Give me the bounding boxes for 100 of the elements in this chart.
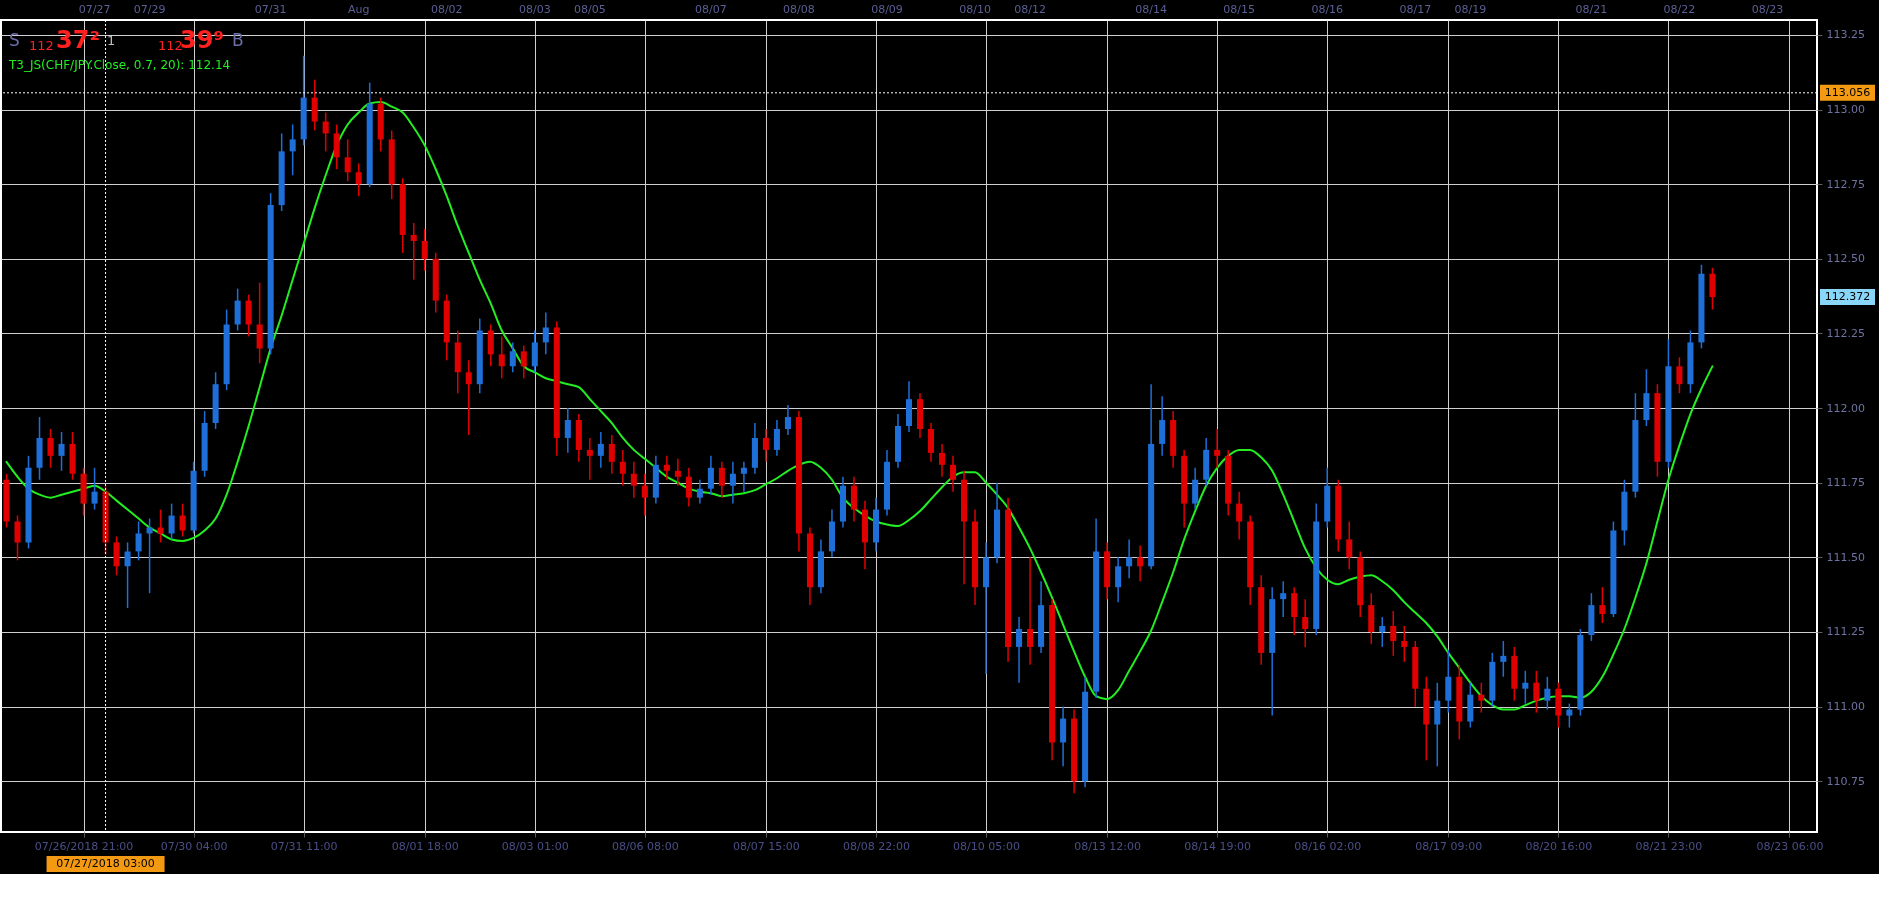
ref-line-label: 113.056: [1824, 85, 1871, 99]
x-tick-label: 08/20 16:00: [1525, 839, 1593, 853]
y-tick-label: 111.00: [1826, 700, 1865, 714]
candlestick: [850, 476, 857, 523]
text: 07/27: [78, 3, 111, 16]
candlestick: [344, 138, 351, 182]
candlestick: [234, 287, 241, 332]
candlestick: [1060, 705, 1067, 768]
text: 08/12: [1014, 3, 1046, 16]
text: 08/03: [518, 3, 551, 16]
candlestick: [696, 478, 703, 505]
candlestick: [1126, 538, 1133, 579]
annotation: 112: [158, 38, 183, 53]
candlestick: [124, 541, 131, 609]
y-tick-label: 112.75: [1826, 177, 1865, 191]
candlestick: [608, 434, 615, 475]
text: 08/23: [1751, 3, 1784, 16]
x-tick-label: 07/26/2018 21:00: [34, 839, 134, 853]
candlestick: [762, 428, 769, 463]
y-tick-label: 112.25: [1826, 326, 1865, 340]
candlestick: [322, 111, 329, 153]
candlestick: [520, 344, 527, 379]
candlestick: [91, 467, 98, 511]
candlestick: [1379, 616, 1386, 648]
candlestick: [58, 431, 65, 472]
candlestick: [289, 123, 296, 176]
line-series: [5, 101, 1714, 711]
y-tick-label: 113.00: [1826, 103, 1865, 117]
candlestick: [1280, 580, 1287, 618]
y-tick-label: 112.00: [1826, 401, 1865, 415]
candlestick: [1192, 467, 1199, 511]
candlestick: [1302, 598, 1309, 648]
text: 07/29: [133, 3, 166, 16]
x-tick-label: 08/01 18:00: [391, 839, 459, 853]
text: 112.372: [1824, 290, 1871, 304]
candlestick: [311, 78, 318, 132]
text: 07/31: [254, 3, 287, 16]
text: 08/09: [871, 3, 903, 16]
annotation: B: [232, 30, 244, 50]
candlestick: [1390, 610, 1397, 657]
candlestick: [168, 502, 175, 541]
candlestick: [47, 428, 54, 469]
text: 08/02: [430, 3, 463, 16]
candlestick: [135, 520, 142, 562]
x-tick-label: 08/13 12:00: [1074, 839, 1142, 853]
candlestick: [1478, 681, 1485, 714]
candlestick: [1236, 490, 1243, 541]
candlestick: [938, 443, 946, 478]
candlestick: [564, 407, 571, 454]
candlestick: [498, 335, 505, 379]
text: 08/21: [1575, 3, 1608, 16]
candlestick: [1566, 702, 1573, 729]
candlestick: [773, 419, 780, 457]
candlestick: [1401, 625, 1408, 663]
candlestick: [1522, 670, 1529, 705]
candlestick: [1434, 681, 1441, 768]
text: Aug: [347, 3, 370, 16]
candlestick: [542, 311, 549, 356]
candlestick: [355, 162, 362, 197]
candlestick: [1137, 544, 1144, 582]
candlestick: [950, 455, 957, 493]
x-tick-label: 07/27/2018 03:00: [56, 857, 155, 870]
text: 08/05: [573, 3, 606, 16]
candlestick: [1544, 676, 1551, 711]
annotation: 1: [107, 33, 116, 48]
x-tick-label: 08/16 02:00: [1294, 839, 1362, 853]
candlestick: [1599, 586, 1606, 624]
text: 08/10: [959, 3, 991, 16]
x-tick-label: 08/14 19:00: [1184, 839, 1252, 853]
candlestick: [1115, 556, 1122, 603]
candlestick: [1346, 520, 1353, 571]
candlestick: [1533, 670, 1540, 714]
x-tick-label: 08/07 15:00: [732, 839, 800, 853]
candlestick: [718, 461, 725, 499]
candlestick: [14, 514, 21, 562]
candlestick: [784, 404, 791, 436]
text: 08/08: [783, 3, 815, 16]
text: 08/15: [1223, 3, 1256, 16]
candlestick: [641, 473, 648, 517]
candlestick: [1159, 395, 1166, 457]
text: 08/22: [1663, 3, 1696, 16]
candlestick: [663, 455, 670, 481]
y-tick-label: 113.25: [1826, 28, 1865, 42]
candlestick: [1291, 586, 1298, 636]
candlestick: [245, 293, 252, 338]
candlestick: [113, 535, 120, 577]
x-tick-label: 08/10 05:00: [953, 839, 1020, 853]
candlestick: [597, 431, 604, 469]
y-tick-label: 111.50: [1826, 550, 1865, 564]
x-tick-label: 08/06 08:00: [611, 839, 679, 853]
candlestick: [509, 341, 516, 374]
candlestick: [1445, 649, 1452, 714]
candlestick: [674, 458, 681, 487]
text: 08/19: [1454, 3, 1487, 16]
candlestick: [630, 461, 637, 499]
x-tick-label: 08/21 23:00: [1635, 839, 1703, 853]
candlestick: [1214, 428, 1221, 469]
candlestick: [256, 281, 263, 365]
candlestick: [410, 222, 417, 281]
x-tick-label: 08/17 09:00: [1415, 839, 1483, 853]
